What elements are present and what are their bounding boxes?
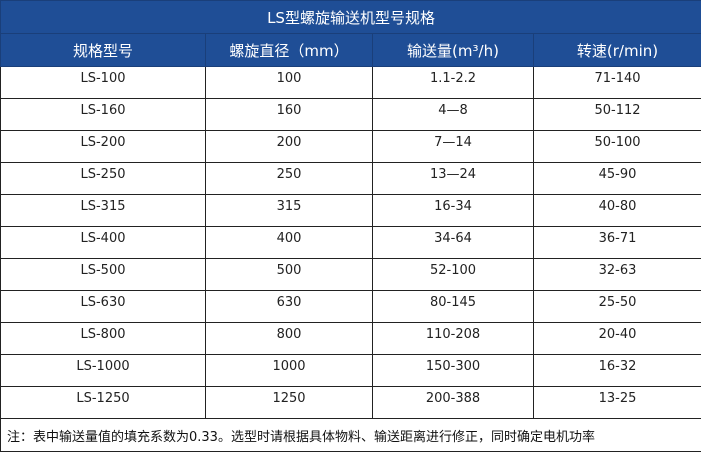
table-cell: LS-400 bbox=[0, 226, 206, 259]
table-cell: 160 bbox=[205, 98, 373, 131]
table-row: LS-160 160 4—8 50-112 bbox=[0, 98, 701, 131]
table-cell: 16-34 bbox=[372, 194, 534, 227]
table-cell: 4—8 bbox=[372, 98, 534, 131]
column-header: 规格型号 bbox=[0, 33, 206, 67]
table-cell: 32-63 bbox=[532, 258, 701, 291]
table-cell: 80-145 bbox=[372, 290, 534, 323]
table-cell: 71-140 bbox=[532, 66, 701, 99]
table-cell: 50-112 bbox=[532, 98, 701, 131]
column-header: 转速(r/min) bbox=[532, 33, 701, 67]
table-cell: LS-1000 bbox=[0, 354, 206, 387]
table-cell: 25-50 bbox=[532, 290, 701, 323]
table-row: LS-1000 1000 150-300 16-32 bbox=[0, 354, 701, 387]
table-row: LS-1250 1250 200-388 13-25 bbox=[0, 386, 701, 419]
table-cell: LS-800 bbox=[0, 322, 206, 355]
table-cell: 500 bbox=[205, 258, 373, 291]
spec-table: LS型螺旋输送机型号规格 规格型号 螺旋直径（mm） 输送量(m³/h) 转速(r/m… bbox=[0, 0, 701, 452]
table-cell: 13-25 bbox=[532, 386, 701, 419]
table-row: LS-630 630 80-145 25-50 bbox=[0, 290, 701, 323]
table-cell: 20-40 bbox=[532, 322, 701, 355]
table-cell: 16-32 bbox=[532, 354, 701, 387]
table-row: LS-100 100 1.1-2.2 71-140 bbox=[0, 66, 701, 99]
table-cell: 100 bbox=[205, 66, 373, 99]
column-header: 输送量(m³/h) bbox=[372, 33, 534, 67]
table-cell: 40-80 bbox=[532, 194, 701, 227]
table-title: LS型螺旋输送机型号规格 bbox=[0, 0, 701, 34]
table-row: LS-800 800 110-208 20-40 bbox=[0, 322, 701, 355]
table-cell: 34-64 bbox=[372, 226, 534, 259]
table-cell: 630 bbox=[205, 290, 373, 323]
table-row: LS-500 500 52-100 32-63 bbox=[0, 258, 701, 291]
table-cell: LS-160 bbox=[0, 98, 206, 131]
table-cell: 110-208 bbox=[372, 322, 534, 355]
table-cell: LS-1250 bbox=[0, 386, 206, 419]
table-row: LS-315 315 16-34 40-80 bbox=[0, 194, 701, 227]
table-note: 注：表中输送量值的填充系数为0.33。选型时请根据具体物料、输送距离进行修正，同… bbox=[0, 418, 701, 452]
table-row: LS-250 250 13—24 45-90 bbox=[0, 162, 701, 195]
table-cell: 250 bbox=[205, 162, 373, 195]
table-cell: 7—14 bbox=[372, 130, 534, 163]
table-cell: 1250 bbox=[205, 386, 373, 419]
table-cell: LS-630 bbox=[0, 290, 206, 323]
table-cell: LS-250 bbox=[0, 162, 206, 195]
table-cell: 200 bbox=[205, 130, 373, 163]
table-row: LS-200 200 7—14 50-100 bbox=[0, 130, 701, 163]
table-cell: 45-90 bbox=[532, 162, 701, 195]
table-cell: 400 bbox=[205, 226, 373, 259]
table-cell: 800 bbox=[205, 322, 373, 355]
table-row: LS-400 400 34-64 36-71 bbox=[0, 226, 701, 259]
table-cell: 200-388 bbox=[372, 386, 534, 419]
table-cell: 36-71 bbox=[532, 226, 701, 259]
table-cell: 52-100 bbox=[372, 258, 534, 291]
table-cell: LS-200 bbox=[0, 130, 206, 163]
table-cell: LS-100 bbox=[0, 66, 206, 99]
table-cell: 1.1-2.2 bbox=[372, 66, 534, 99]
column-header: 螺旋直径（mm） bbox=[205, 33, 373, 67]
table-cell: 50-100 bbox=[532, 130, 701, 163]
table-cell: 13—24 bbox=[372, 162, 534, 195]
table-cell: LS-500 bbox=[0, 258, 206, 291]
table-cell: 315 bbox=[205, 194, 373, 227]
table-cell: 150-300 bbox=[372, 354, 534, 387]
table-cell: 1000 bbox=[205, 354, 373, 387]
table-cell: LS-315 bbox=[0, 194, 206, 227]
